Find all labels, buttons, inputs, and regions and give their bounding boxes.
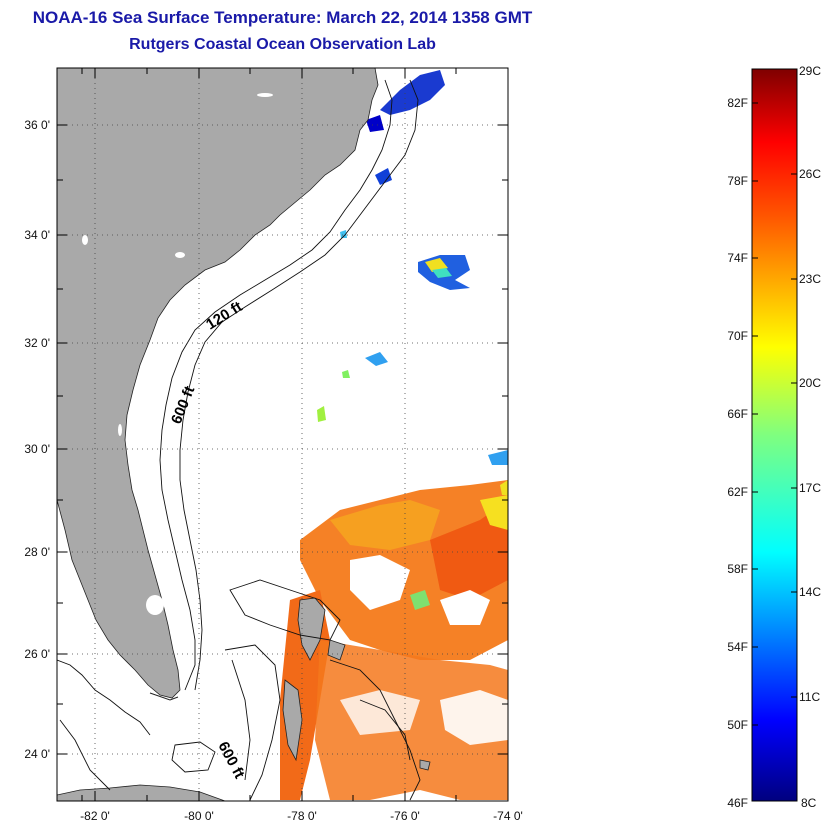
land-us-coast (57, 68, 379, 699)
y-tick-label: 32 0' (24, 336, 50, 350)
inland-lakes (82, 93, 273, 615)
y-tick-label: 30 0' (24, 442, 50, 456)
colorbar-c-label: 11C (799, 690, 820, 704)
colorbar-c-label: 23C (799, 272, 821, 286)
x-tick-label: -78 0' (287, 809, 317, 823)
colorbar-f-label: 82F (727, 96, 748, 110)
colorbar-f-label: 70F (727, 329, 748, 343)
colorbar-c-label: 29C (799, 64, 821, 78)
colorbar-c-label: 17C (799, 481, 821, 495)
axis-ticks (57, 68, 508, 801)
map-subtitle: Rutgers Coastal Ocean Observation Lab (129, 36, 436, 53)
colorbar-ticks (752, 102, 797, 726)
colorbar-f-label: 58F (727, 562, 748, 576)
x-tick-label: -74 0' (493, 809, 523, 823)
colorbar-f-label: 50F (727, 718, 748, 732)
bathymetry-contours (57, 79, 421, 801)
land-cuba (57, 784, 226, 801)
y-tick-label: 24 0' (24, 747, 50, 761)
y-tick-label: 28 0' (24, 545, 50, 559)
y-tick-label: 36 0' (24, 118, 50, 132)
colorbar-c-label: 26C (799, 167, 821, 181)
colorbar-c-label: 20C (799, 376, 821, 390)
y-tick-label: 34 0' (24, 228, 50, 242)
colorbar-f-label: 54F (727, 640, 748, 654)
land-bahamas (282, 597, 431, 771)
colorbar-f-label: 46F (727, 796, 748, 810)
sst-data-layer (280, 70, 508, 800)
x-tick-label: -76 0' (390, 809, 420, 823)
colorbar (751, 68, 798, 802)
colorbar-f-label: 66F (727, 407, 748, 421)
colorbar-f-label: 78F (727, 174, 748, 188)
map-frame (56, 67, 509, 802)
map-title: NOAA-16 Sea Surface Temperature: March 2… (32, 8, 533, 27)
colorbar-f-label: 74F (727, 251, 748, 265)
y-tick-label: 26 0' (24, 647, 50, 661)
lat-lon-grid (57, 68, 508, 801)
x-tick-label: -80 0' (184, 809, 214, 823)
colorbar-f-label: 62F (727, 485, 748, 499)
colorbar-c-label: 14C (799, 585, 821, 599)
colorbar-c-label: 8C (801, 796, 817, 810)
x-tick-label: -82 0' (80, 809, 110, 823)
